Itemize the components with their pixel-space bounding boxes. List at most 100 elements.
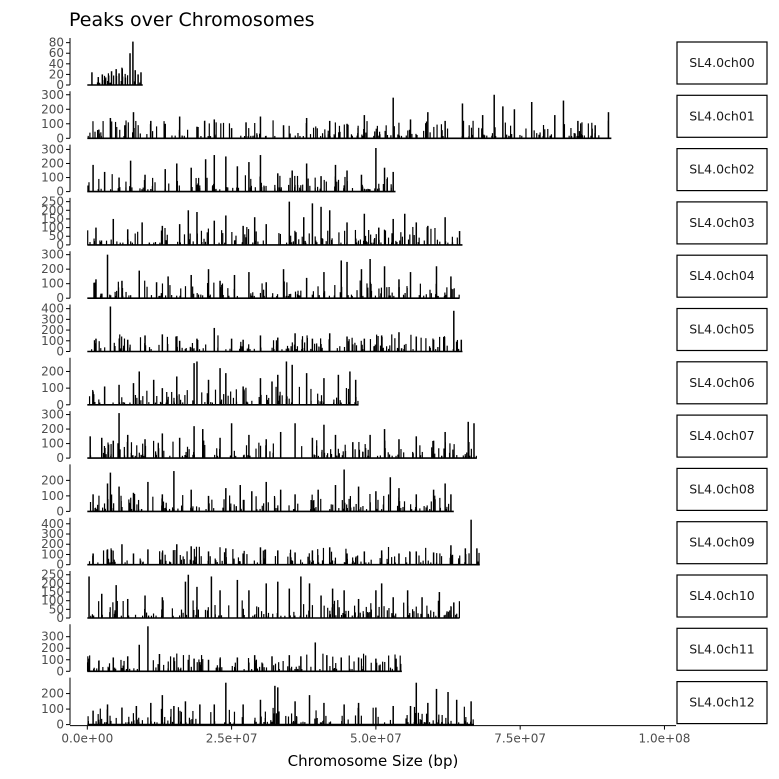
y-tick-label: 0 bbox=[56, 504, 64, 518]
strip-label: SL4.0ch06 bbox=[689, 375, 755, 390]
strip-label: SL4.0ch02 bbox=[689, 162, 754, 177]
strip-label-box bbox=[676, 574, 768, 618]
y-tick-label: 150 bbox=[41, 212, 64, 226]
y-tick-label: 100 bbox=[41, 653, 64, 667]
y-tick-label: 100 bbox=[41, 221, 64, 235]
y-tick-label: 100 bbox=[41, 381, 64, 395]
y-tick-label: 100 bbox=[41, 334, 64, 348]
y-tick-label: 250 bbox=[41, 568, 64, 582]
strip-label: SL4.0ch09 bbox=[689, 535, 755, 550]
strip-label: SL4.0ch04 bbox=[689, 268, 755, 283]
y-tick-label: 0 bbox=[56, 451, 64, 465]
y-tick-label: 400 bbox=[41, 302, 64, 316]
strip-label-box bbox=[676, 680, 768, 725]
y-tick-label: 20 bbox=[49, 67, 64, 81]
y-tick-label: 0 bbox=[56, 718, 64, 732]
y-tick-label: 200 bbox=[41, 102, 64, 116]
y-tick-label: 100 bbox=[41, 117, 64, 131]
y-tick-label: 0 bbox=[56, 558, 64, 572]
y-tick-label: 100 bbox=[41, 171, 64, 185]
strip-label-box bbox=[676, 627, 768, 671]
y-tick-label: 200 bbox=[41, 156, 64, 170]
y-tick-label: 200 bbox=[41, 203, 64, 217]
strip-label: SL4.0ch08 bbox=[689, 481, 755, 496]
y-tick-label: 300 bbox=[41, 408, 64, 422]
y-tick-label: 150 bbox=[41, 585, 64, 599]
y-tick-label: 300 bbox=[41, 630, 64, 644]
y-tick-label: 200 bbox=[41, 422, 64, 436]
y-tick-label: 200 bbox=[41, 576, 64, 590]
y-tick-label: 300 bbox=[41, 248, 64, 262]
strip-label-box bbox=[676, 467, 768, 511]
x-tick-label: 5.0e+07 bbox=[350, 732, 402, 746]
strip-label: SL4.0ch01 bbox=[689, 108, 754, 123]
y-tick-label: 200 bbox=[41, 537, 64, 551]
y-tick-label: 200 bbox=[41, 323, 64, 337]
y-tick-label: 300 bbox=[41, 142, 64, 156]
y-tick-label: 0 bbox=[56, 78, 64, 92]
y-tick-label: 0 bbox=[56, 131, 64, 145]
y-tick-label: 0 bbox=[56, 664, 64, 678]
y-tick-label: 0 bbox=[56, 345, 64, 359]
y-tick-label: 100 bbox=[41, 437, 64, 451]
y-tick-label: 100 bbox=[41, 489, 64, 503]
y-tick-label: 0 bbox=[56, 291, 64, 305]
strip-label: SL4.0ch10 bbox=[689, 588, 755, 603]
y-tick-label: 400 bbox=[41, 517, 64, 531]
panel-SL4.0ch06: 0 100 200 SL4.0ch06 bbox=[41, 357, 768, 412]
strip-label: SL4.0ch11 bbox=[689, 641, 754, 656]
x-tick-label: 2.5e+07 bbox=[206, 732, 258, 746]
y-tick-label: 300 bbox=[41, 527, 64, 541]
y-tick-label: 100 bbox=[41, 702, 64, 716]
facet-panels: 020406080SL4.0ch000100200300SL4.0ch01010… bbox=[41, 36, 768, 732]
y-tick-label: 100 bbox=[41, 594, 64, 608]
y-tick-label: 0 bbox=[56, 185, 64, 199]
x-axis: 0.0e+00 2.5e+07 5.0e+07 7.5e+07 1.0e+08 bbox=[61, 725, 691, 746]
y-tick-label: 50 bbox=[49, 602, 64, 616]
strip-label-box bbox=[676, 254, 768, 298]
y-tick-label: 200 bbox=[41, 473, 64, 487]
y-tick-label: 0 bbox=[56, 611, 64, 625]
y-tick-label: 200 bbox=[41, 687, 64, 701]
y-tick-label: 0 bbox=[56, 398, 64, 412]
strip-label-box bbox=[676, 41, 768, 85]
strip-label-box bbox=[676, 307, 768, 352]
strip-label-box bbox=[676, 94, 768, 138]
y-tick-label: 100 bbox=[41, 547, 64, 561]
strip-label: SL4.0ch03 bbox=[689, 215, 754, 230]
y-tick-label: 200 bbox=[41, 641, 64, 655]
strip-label-box bbox=[676, 148, 768, 192]
x-tick-label: 0.0e+00 bbox=[61, 732, 113, 746]
y-tick-label: 300 bbox=[41, 88, 64, 102]
strip-label: SL4.0ch05 bbox=[689, 322, 754, 337]
x-axis-title: Chromosome Size (bp) bbox=[288, 752, 459, 770]
y-tick-label: 0 bbox=[56, 238, 64, 252]
strip-label-box bbox=[676, 201, 768, 245]
y-tick-label: 50 bbox=[49, 229, 64, 243]
strip-label: SL4.0ch12 bbox=[689, 695, 754, 710]
y-tick-label: 80 bbox=[49, 36, 64, 50]
x-tick-label: 1.0e+08 bbox=[639, 732, 691, 746]
strip-label: SL4.0ch00 bbox=[689, 55, 755, 70]
x-tick-label: 7.5e+07 bbox=[494, 732, 546, 746]
y-tick-label: 200 bbox=[41, 364, 64, 378]
y-tick-label: 300 bbox=[41, 312, 64, 326]
strip-label-box bbox=[676, 414, 768, 458]
strip-label: SL4.0ch07 bbox=[689, 428, 754, 443]
y-tick-label: 250 bbox=[41, 195, 64, 209]
y-tick-label: 60 bbox=[49, 46, 64, 60]
y-tick-label: 40 bbox=[49, 57, 64, 71]
strip-label-box bbox=[676, 521, 768, 565]
strip-label-box bbox=[676, 361, 768, 405]
